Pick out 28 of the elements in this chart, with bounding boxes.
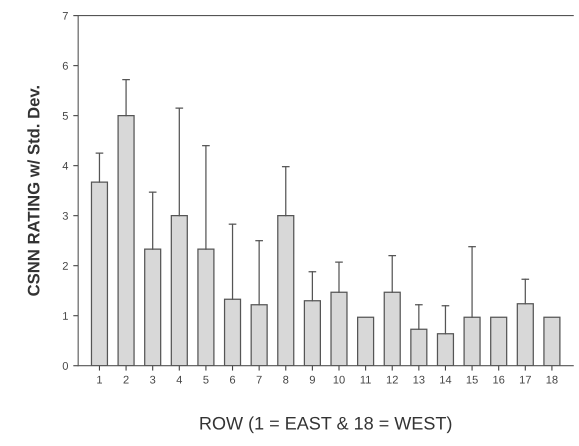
x-tick-label: 12 [386,376,398,384]
y-tick-label: 1 [63,312,68,320]
x-tick-label: 4 [176,376,182,384]
x-tick-label: 16 [493,376,504,384]
x-tick-label: 6 [230,376,236,384]
x-tick-label: 14 [440,376,452,384]
x-tick-label: 1 [97,376,102,384]
x-tick-label: 13 [414,376,425,384]
y-tick-label: 5 [62,112,68,120]
x-tick-label: 15 [466,376,478,384]
y-axis-title: CSNN RATING w/ Std. Dev. [27,86,40,296]
y-tick-label: 6 [62,62,68,70]
x-tick-label: 11 [360,376,371,384]
x-tick-label: 2 [124,376,129,384]
y-tick-label: 2 [62,262,68,270]
x-tick-label: 5 [203,376,209,384]
y-tick-label: 3 [62,212,68,220]
x-tick-label: 3 [150,376,156,384]
x-tick-label: 10 [334,376,345,384]
y-tick-label: 7 [62,12,68,20]
y-tick-label: 4 [62,162,68,170]
x-tick-label: 9 [310,376,315,384]
x-tick-label: 17 [520,376,531,384]
x-axis-title: ROW (1 = EAST & 18 = WEST) [200,416,452,434]
x-tick-label: 7 [256,376,262,384]
y-tick-label: 0 [62,362,68,370]
x-tick-label: 8 [283,376,288,384]
x-tick-label: 18 [546,376,558,384]
